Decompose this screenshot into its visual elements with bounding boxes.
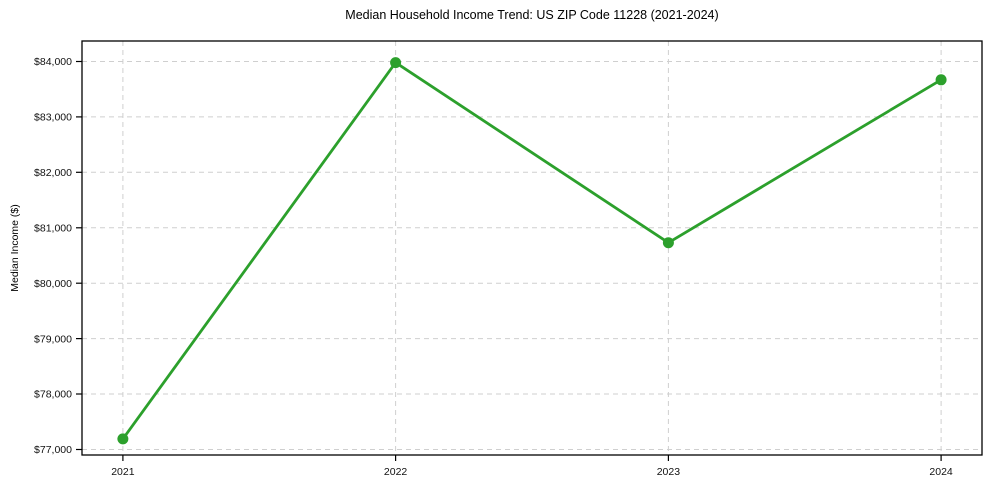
data-point-2022 <box>390 57 402 69</box>
y-tick-label: $84,000 <box>34 56 72 68</box>
y-tick-label: $83,000 <box>34 112 72 124</box>
plot-border <box>81 40 983 456</box>
data-point-2021 <box>117 433 129 445</box>
chart-title: Median Household Income Trend: US ZIP Co… <box>345 8 719 22</box>
y-tick-label: $82,000 <box>34 167 72 179</box>
trend-line <box>121 61 943 441</box>
data-point-2024 <box>935 74 947 86</box>
data-point-2023 <box>662 237 674 249</box>
x-tick-label: 2022 <box>384 466 408 478</box>
y-tick-label: $77,000 <box>34 444 72 456</box>
x-tick-label: 2021 <box>111 466 135 478</box>
y-tick-label: $80,000 <box>34 278 72 290</box>
y-tick-label: $81,000 <box>34 222 72 234</box>
y-tick-label: $78,000 <box>34 389 72 401</box>
y-tick-label: $79,000 <box>34 333 72 345</box>
x-tick-label: 2024 <box>929 466 953 478</box>
x-tick-label: 2023 <box>657 466 681 478</box>
